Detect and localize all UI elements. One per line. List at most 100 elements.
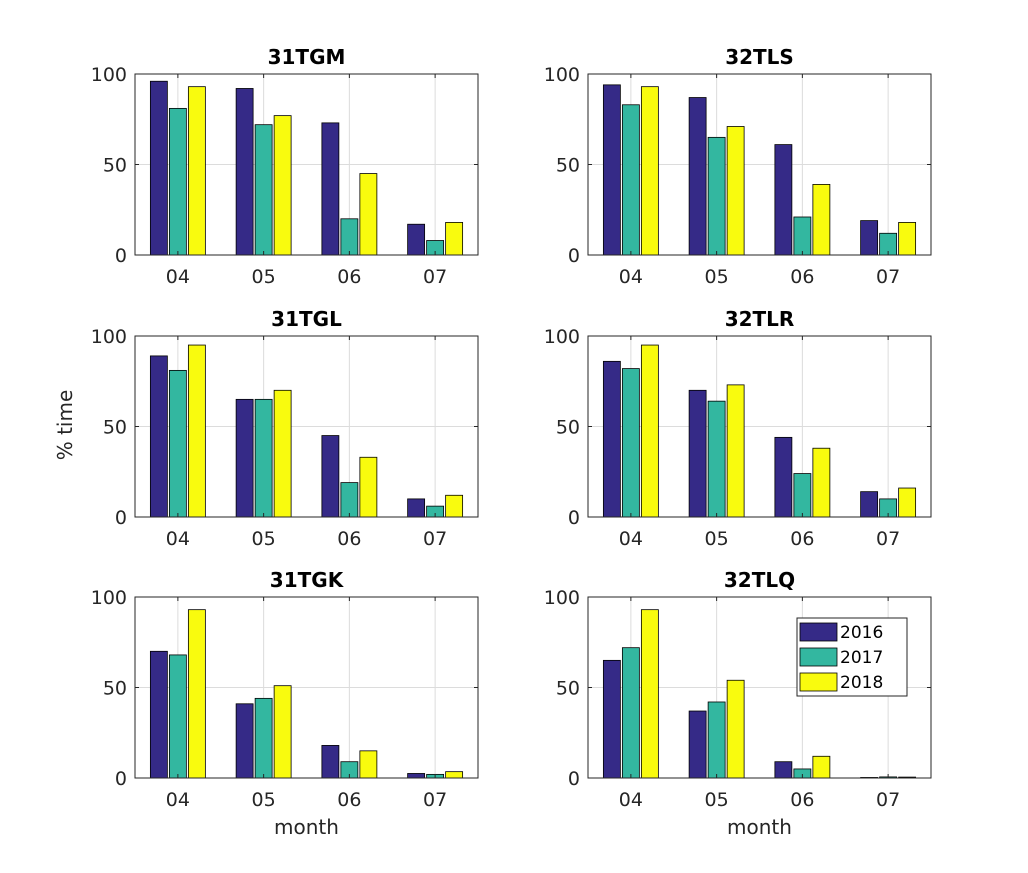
bar-32tlr-2017-04 bbox=[621, 368, 640, 518]
y-tick-label: 100 bbox=[544, 326, 580, 348]
bar-31tgl-2016-05 bbox=[235, 398, 254, 518]
bar-31tgl-2018-06 bbox=[359, 456, 378, 518]
bar-32tlq-2018-06 bbox=[812, 755, 831, 779]
x-tick-label: 04 bbox=[619, 789, 643, 811]
bar-32tlr-2018-06 bbox=[812, 447, 831, 518]
y-tick-label: 0 bbox=[115, 507, 127, 529]
bar-32tlq-2017-05 bbox=[707, 701, 726, 779]
y-tick-label: 50 bbox=[556, 417, 580, 439]
y-tick-label: 50 bbox=[103, 678, 127, 700]
legend-label-2018: 2018 bbox=[840, 673, 883, 693]
panel-31tgm: 0 50 100 04 05 06 07 31TGM bbox=[91, 45, 479, 288]
bar-31tgk-2018-07 bbox=[445, 771, 464, 779]
x-tick-label: 06 bbox=[790, 789, 814, 811]
x-tick-label: 07 bbox=[423, 528, 447, 550]
x-tick-label: 04 bbox=[166, 266, 190, 288]
bar-31tgl-2017-04 bbox=[168, 369, 187, 518]
legend: 2016 2017 2018 bbox=[796, 617, 908, 697]
bar-32tls-2017-05 bbox=[707, 136, 726, 256]
bar-31tgk-2018-06 bbox=[359, 750, 378, 779]
bar-31tgl-2017-06 bbox=[340, 482, 359, 518]
bar-32tls-2018-06 bbox=[812, 184, 831, 256]
y-tick-label: 100 bbox=[91, 64, 127, 86]
x-tick-label: 07 bbox=[423, 266, 447, 288]
y-tick-label: 0 bbox=[568, 245, 580, 267]
bar-31tgk-2016-06 bbox=[321, 745, 340, 779]
bar-32tls-2018-05 bbox=[726, 126, 745, 256]
bar-31tgk-2016-05 bbox=[235, 703, 254, 779]
bar-32tlr-2017-05 bbox=[707, 400, 726, 518]
x-tick-label: 05 bbox=[705, 266, 729, 288]
x-tick-label: 06 bbox=[790, 528, 814, 550]
bar-31tgk-2016-07 bbox=[407, 773, 426, 779]
y-tick-label: 50 bbox=[556, 678, 580, 700]
x-tick-label: 05 bbox=[252, 266, 276, 288]
bar-32tlr-2016-05 bbox=[688, 389, 707, 518]
x-tick-label: 06 bbox=[337, 789, 361, 811]
x-tick-label: 04 bbox=[619, 266, 643, 288]
x-tick-label: 06 bbox=[790, 266, 814, 288]
bar-31tgl-2016-06 bbox=[321, 435, 340, 518]
x-tick-label: 05 bbox=[252, 528, 276, 550]
x-tick-label: 04 bbox=[619, 528, 643, 550]
legend-swatch-2017 bbox=[799, 647, 838, 667]
y-tick-label: 0 bbox=[568, 768, 580, 790]
bar-32tlr-2018-04 bbox=[640, 344, 659, 518]
y-tick-label: 50 bbox=[103, 155, 127, 177]
bar-32tlr-2016-04 bbox=[602, 360, 621, 518]
y-tick-label: 100 bbox=[544, 587, 580, 609]
bar-32tls-2016-07 bbox=[860, 220, 879, 256]
legend-label-2017: 2017 bbox=[840, 648, 883, 668]
bar-31tgl-2018-05 bbox=[273, 389, 292, 518]
x-tick-label: 07 bbox=[876, 528, 900, 550]
x-tick-label: 07 bbox=[423, 789, 447, 811]
x-tick-label: 04 bbox=[166, 789, 190, 811]
x-tick-label: 05 bbox=[705, 789, 729, 811]
bar-32tlq-2016-06 bbox=[774, 761, 793, 779]
bar-31tgl-2017-05 bbox=[254, 398, 273, 518]
bar-31tgm-2017-06 bbox=[340, 218, 359, 256]
y-axis-title: % time bbox=[53, 390, 77, 461]
bar-32tlq-2018-05 bbox=[726, 679, 745, 779]
panel-title: 32TLR bbox=[725, 307, 795, 331]
legend-label-2016: 2016 bbox=[840, 623, 883, 643]
y-tick-label: 100 bbox=[544, 64, 580, 86]
bar-32tls-2016-05 bbox=[688, 97, 707, 256]
y-tick-label: 50 bbox=[556, 155, 580, 177]
panel-32tls: 0 50 100 04 05 06 07 32TLS bbox=[544, 45, 932, 288]
bar-32tlr-2018-07 bbox=[898, 487, 917, 518]
panel-title: 32TLQ bbox=[724, 568, 795, 592]
x-axis-title: month bbox=[274, 815, 339, 839]
panel-title: 31TGM bbox=[268, 45, 346, 69]
y-tick-label: 100 bbox=[91, 587, 127, 609]
bar-31tgk-2018-05 bbox=[273, 685, 292, 779]
x-tick-label: 05 bbox=[252, 789, 276, 811]
panel-title: 31TGK bbox=[270, 568, 345, 592]
bar-32tls-2016-04 bbox=[602, 84, 621, 256]
bar-31tgm-2018-07 bbox=[445, 222, 464, 256]
panel-32tlr: 0 50 100 04 05 06 07 32TLR bbox=[544, 307, 932, 550]
bar-31tgm-2017-04 bbox=[168, 107, 187, 256]
y-tick-label: 0 bbox=[115, 768, 127, 790]
y-tick-label: 0 bbox=[568, 507, 580, 529]
bar-31tgm-2016-07 bbox=[407, 223, 426, 256]
panel-title: 31TGL bbox=[271, 307, 342, 331]
x-axis-title: month bbox=[727, 815, 792, 839]
bar-32tlq-2016-04 bbox=[602, 659, 621, 779]
bar-31tgk-2018-04 bbox=[187, 609, 206, 779]
bar-31tgk-2017-05 bbox=[254, 697, 273, 779]
bar-32tlr-2016-06 bbox=[774, 436, 793, 518]
legend-swatch-2018 bbox=[799, 672, 838, 692]
bar-32tlq-2016-05 bbox=[688, 710, 707, 779]
panel-31tgl: 0 50 100 04 05 06 07 31TGL bbox=[91, 307, 479, 550]
y-tick-label: 0 bbox=[115, 245, 127, 267]
bar-32tls-2017-04 bbox=[621, 104, 640, 256]
bar-31tgm-2018-04 bbox=[187, 86, 206, 256]
bar-32tlq-2017-04 bbox=[621, 647, 640, 779]
bar-32tlq-2018-04 bbox=[640, 609, 659, 779]
bar-31tgl-2016-07 bbox=[407, 498, 426, 518]
bar-32tls-2017-06 bbox=[793, 216, 812, 256]
bar-31tgm-2016-04 bbox=[149, 80, 168, 256]
bar-32tlr-2016-07 bbox=[860, 491, 879, 518]
